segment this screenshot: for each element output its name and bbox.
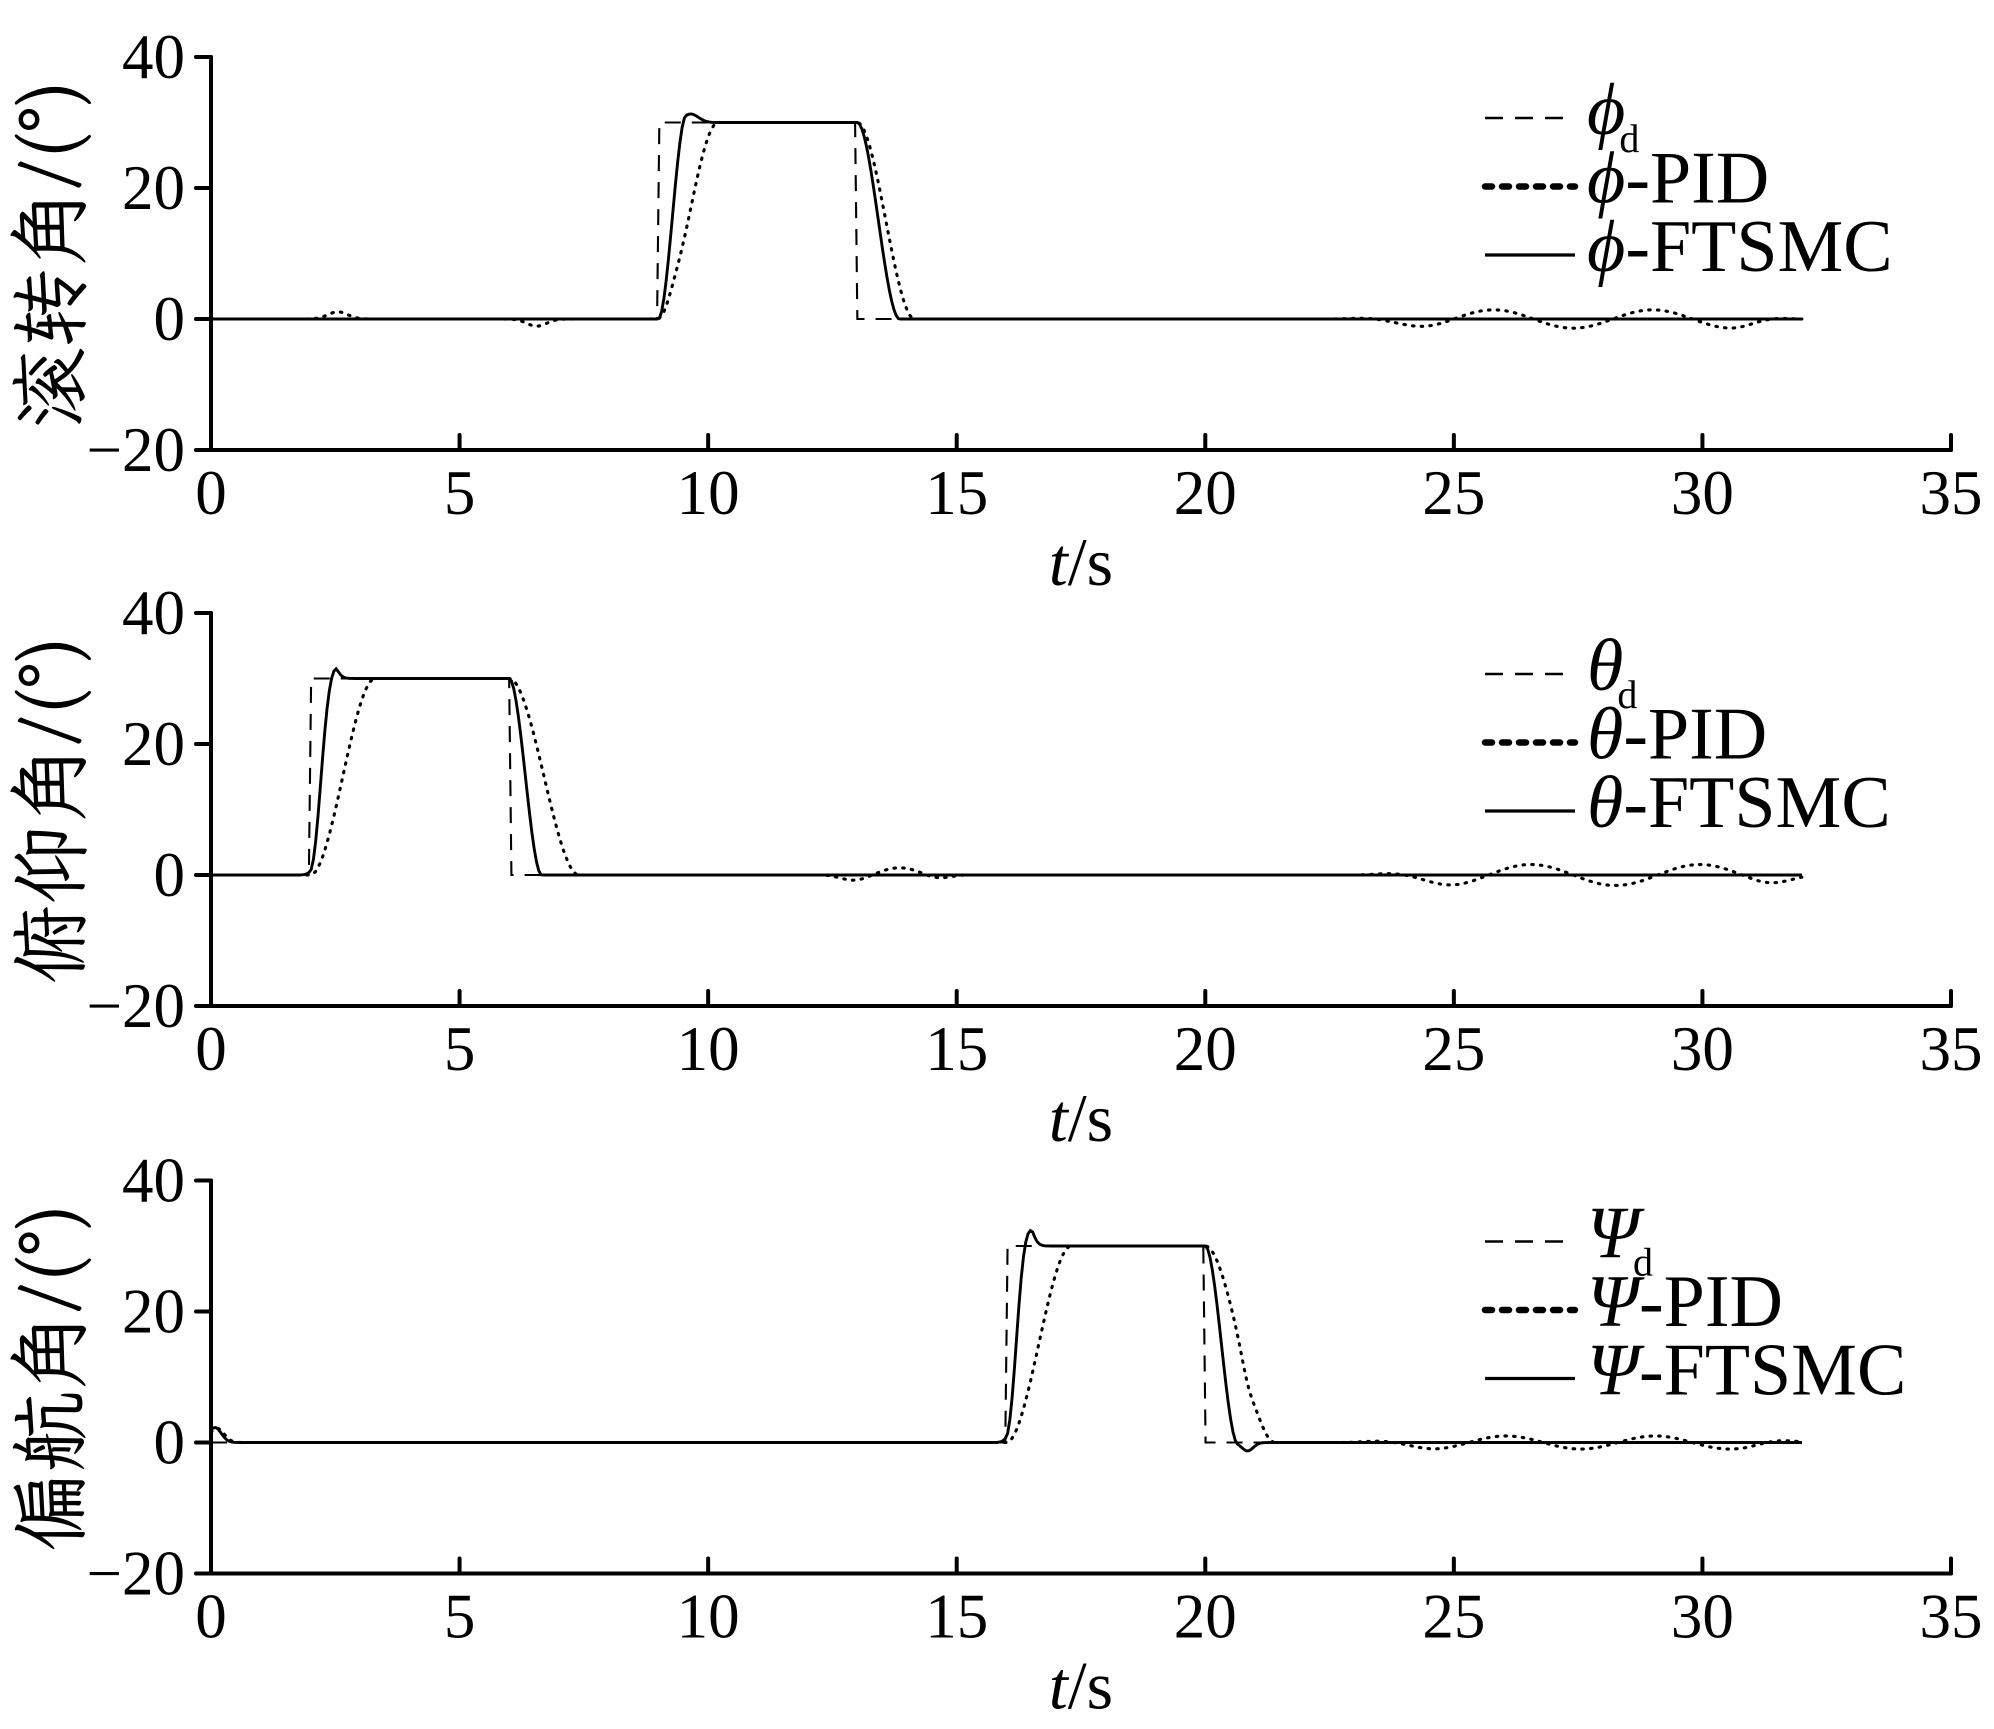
svg-text:10: 10 bbox=[677, 458, 740, 528]
svg-text:35: 35 bbox=[1920, 1014, 1983, 1084]
svg-text:20: 20 bbox=[122, 1277, 185, 1347]
svg-text:俯仰角/(°): 俯仰角/(°) bbox=[0, 635, 101, 985]
svg-text:t/s: t/s bbox=[1049, 524, 1113, 600]
svg-text:5: 5 bbox=[444, 1582, 476, 1652]
svg-text:30: 30 bbox=[1671, 458, 1734, 528]
svg-text:30: 30 bbox=[1671, 1582, 1734, 1652]
svg-text:20: 20 bbox=[122, 709, 185, 779]
svg-text:25: 25 bbox=[1422, 1582, 1485, 1652]
svg-text:20: 20 bbox=[122, 153, 185, 223]
svg-text:35: 35 bbox=[1920, 1582, 1983, 1652]
svg-text:10: 10 bbox=[677, 1014, 740, 1084]
svg-text:0: 0 bbox=[154, 1408, 186, 1478]
svg-text:5: 5 bbox=[444, 458, 476, 528]
svg-text:40: 40 bbox=[122, 22, 185, 92]
svg-text:−20: −20 bbox=[86, 1539, 185, 1609]
svg-text:30: 30 bbox=[1671, 1014, 1734, 1084]
svg-text:0: 0 bbox=[154, 840, 186, 910]
svg-text:20: 20 bbox=[1174, 1014, 1237, 1084]
svg-text:15: 15 bbox=[925, 1582, 988, 1652]
svg-text:20: 20 bbox=[1174, 1582, 1237, 1652]
svg-text:0: 0 bbox=[195, 1582, 227, 1652]
svg-text:5: 5 bbox=[444, 1014, 476, 1084]
svg-text:15: 15 bbox=[925, 1014, 988, 1084]
svg-text:θ-FTSMC: θ-FTSMC bbox=[1587, 762, 1891, 844]
svg-text:滚转角/(°): 滚转角/(°) bbox=[0, 79, 101, 429]
svg-text:偏航角/(°): 偏航角/(°) bbox=[0, 1202, 101, 1552]
svg-text:25: 25 bbox=[1422, 1014, 1485, 1084]
svg-text:35: 35 bbox=[1920, 458, 1983, 528]
svg-text:Ψ-FTSMC: Ψ-FTSMC bbox=[1587, 1330, 1906, 1412]
svg-text:20: 20 bbox=[1174, 458, 1237, 528]
svg-text:t/s: t/s bbox=[1049, 1080, 1113, 1156]
svg-text:40: 40 bbox=[122, 1146, 185, 1216]
svg-text:10: 10 bbox=[677, 1582, 740, 1652]
svg-text:−20: −20 bbox=[86, 971, 185, 1041]
svg-text:15: 15 bbox=[925, 458, 988, 528]
svg-text:−20: −20 bbox=[86, 415, 185, 485]
svg-text:25: 25 bbox=[1422, 458, 1485, 528]
svg-text:t/s: t/s bbox=[1049, 1648, 1113, 1724]
svg-text:0: 0 bbox=[195, 458, 227, 528]
svg-text:40: 40 bbox=[122, 578, 185, 648]
svg-text:0: 0 bbox=[154, 284, 186, 354]
svg-text:ϕ-FTSMC: ϕ-FTSMC bbox=[1587, 206, 1893, 288]
svg-text:0: 0 bbox=[195, 1014, 227, 1084]
